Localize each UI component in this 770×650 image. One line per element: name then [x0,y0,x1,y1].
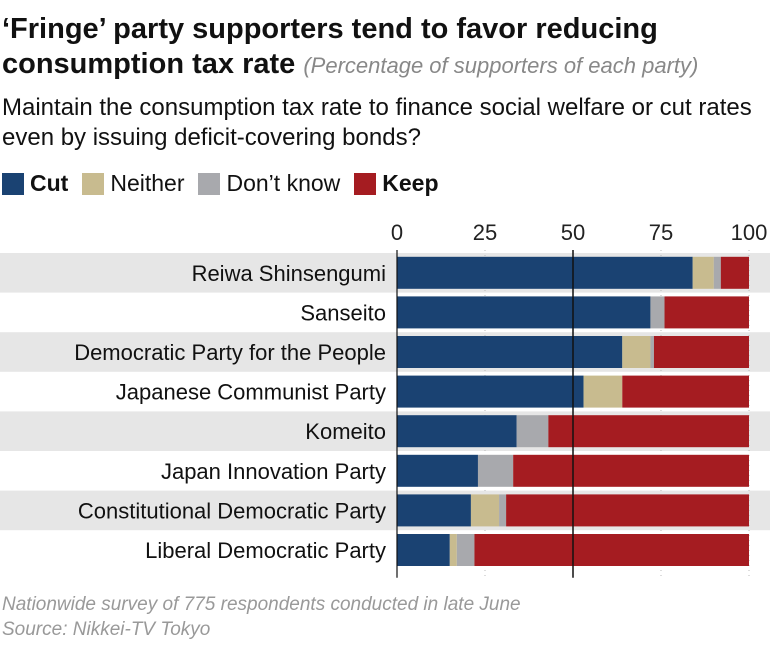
category-label: Constitutional Democratic Party [78,498,386,523]
bar-keep [664,296,749,329]
bar-keep [513,454,749,487]
bar-cut [397,256,693,289]
legend-swatch [82,172,105,195]
legend-item-keep: Keep [354,170,439,197]
legend-item-don-t-know: Don’t know [198,170,340,197]
legend: Cut Neither Don’t know Keep [2,170,453,197]
bar-neither [449,534,457,566]
bar-cut [397,454,478,487]
chart-title: ‘Fringe’ party supporters tend to favor … [2,13,699,80]
legend-swatch [354,172,377,195]
bar-don-t-know [650,336,654,368]
x-tick-label: 100 [731,220,768,245]
legend-label: Keep [382,170,439,196]
legend-swatch [198,172,221,195]
bar-keep [474,534,749,566]
bar-neither [622,336,651,368]
bar-cut [397,494,471,527]
bar-cut [397,534,450,566]
bar-don-t-know [456,534,475,566]
bar-keep [548,415,749,448]
category-label: Sanseito [300,300,386,325]
survey-question: Maintain the consumption tax rate to fin… [2,94,752,151]
bar-keep [506,494,749,527]
category-label: Komeito [305,419,386,444]
bar-cut [397,415,517,448]
bar-neither [692,256,714,289]
legend-label: Cut [30,170,69,196]
bar-don-t-know [650,296,665,329]
x-tick-label: 25 [473,220,497,245]
bar-chart: 0 25 50 75 100 Reiwa Shinsengumi Sanseito Democ… [0,220,770,578]
bar-keep [720,256,749,289]
legend-item-cut: Cut [2,170,68,197]
chart-subtitle: (Percentage of supporters of each party) [303,53,699,78]
bar-neither [470,494,500,527]
footnote-survey: Nationwide survey of 775 respondents con… [2,594,521,615]
category-label: Democratic Party for the People [74,340,386,365]
category-label: Japanese Communist Party [116,380,386,405]
footnote-source: Source: Nikkei-TV Tokyo [2,619,211,640]
x-tick-label: 50 [561,220,585,245]
bar-don-t-know [477,454,514,487]
bar-don-t-know [713,256,721,289]
legend-swatch [2,172,24,195]
bar-don-t-know [499,494,507,527]
category-label: Liberal Democratic Party [145,538,386,563]
bar-cut [397,375,584,408]
bar-cut [397,336,623,368]
bar-keep [653,336,749,368]
bar-neither [583,375,623,408]
footnote: Nationwide survey of 775 respondents con… [2,592,521,642]
category-label: Japan Innovation Party [161,459,386,484]
x-tick-label: 0 [391,220,403,245]
bar-don-t-know [516,415,549,448]
category-label: Reiwa Shinsengumi [192,261,386,286]
x-tick-label: 75 [649,220,673,245]
legend-item-neither: Neither [82,170,184,197]
bar-keep [622,375,749,408]
bar-cut [397,296,651,329]
legend-label: Don’t know [226,170,341,196]
legend-label: Neither [110,170,185,196]
